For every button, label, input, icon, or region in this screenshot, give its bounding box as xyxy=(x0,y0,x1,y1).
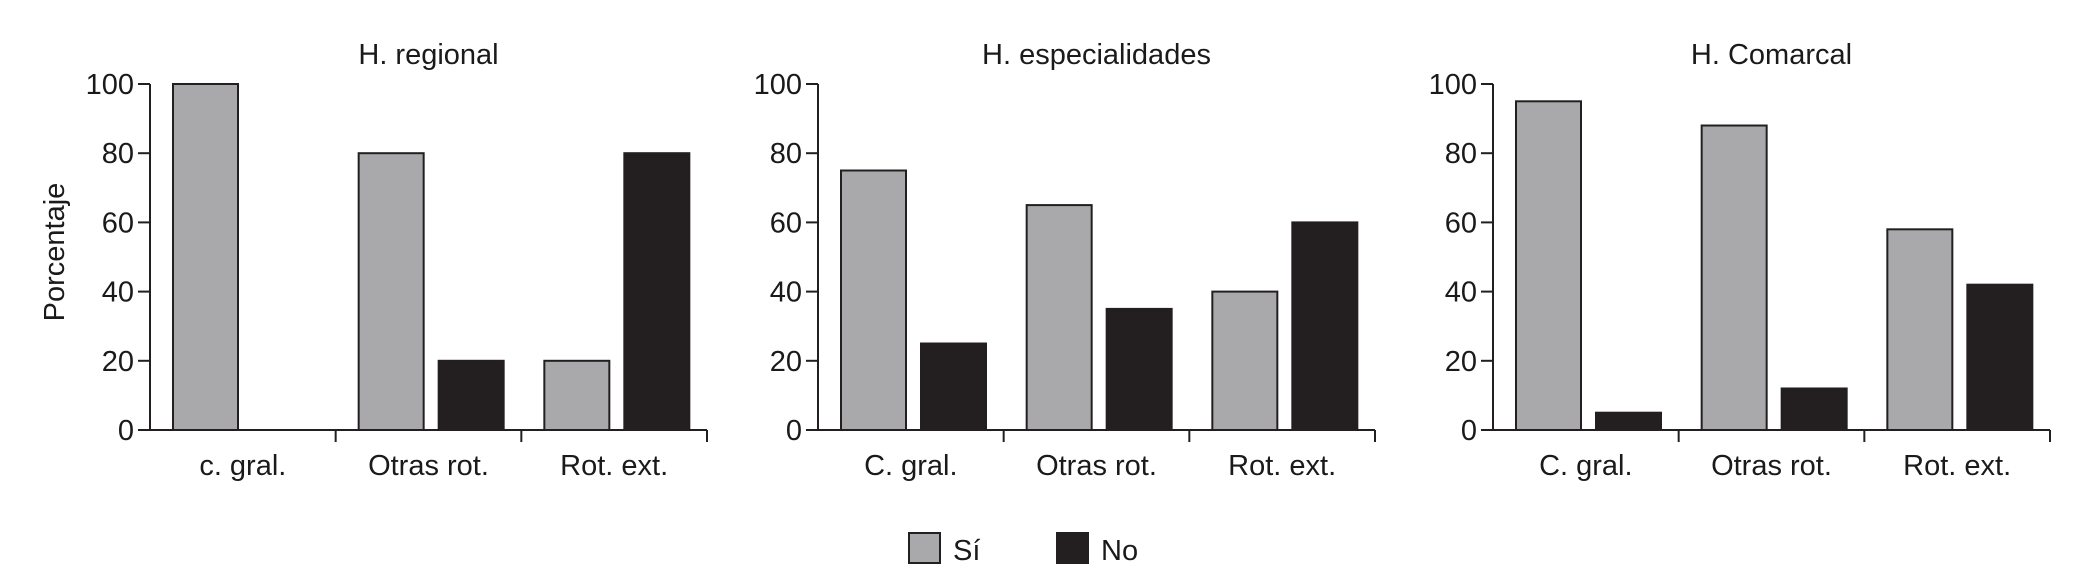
chart-panel-2: H. especialidades 0 20 40 60 80 100 C. gral. Otr… xyxy=(754,39,1376,482)
x-category-label: c. gral. xyxy=(199,450,286,482)
y-tick-label: 80 xyxy=(770,138,802,170)
bar-no-2 xyxy=(1105,307,1173,431)
bar-si-1 xyxy=(1515,100,1582,432)
legend-swatch-no xyxy=(1056,532,1089,564)
y-tick-label: 60 xyxy=(1445,207,1477,239)
chart-title: H. regional xyxy=(358,39,498,71)
bar-si-2 xyxy=(357,152,425,431)
y-tick-label: 100 xyxy=(754,69,802,101)
chart-panel-3: H. Comarcal 0 20 40 60 80 100 C. gral. Otras rot… xyxy=(1429,39,2051,482)
y-tick-label: 80 xyxy=(102,138,134,170)
legend-label-si: Sí xyxy=(953,535,980,567)
bar-si-2 xyxy=(1700,124,1768,432)
y-tick-label: 60 xyxy=(102,207,134,239)
y-axis-label: Porcentaje xyxy=(39,183,71,322)
bar-no-2 xyxy=(437,359,505,431)
y-tick-label: 20 xyxy=(102,346,134,378)
x-category-label: Rot. ext. xyxy=(1228,450,1336,482)
legend: Sí No xyxy=(908,532,1138,567)
bar-si-2 xyxy=(1025,204,1093,431)
y-tick-label: 40 xyxy=(770,277,802,309)
y-tick-label: 100 xyxy=(86,69,134,101)
bar-si-3 xyxy=(1886,228,1954,431)
y-tick-label: 40 xyxy=(1445,277,1477,309)
bar-si-1 xyxy=(840,169,907,431)
x-category-label: Otras rot. xyxy=(368,450,489,482)
bar-no-2 xyxy=(1780,387,1848,432)
x-category-label: C. gral. xyxy=(864,450,957,482)
y-tick-label: 80 xyxy=(1445,138,1477,170)
x-category-label: Rot. ext. xyxy=(1903,450,2011,482)
x-category-label: Otras rot. xyxy=(1711,450,1832,482)
bar-no-3 xyxy=(1966,283,2034,431)
y-tick-label: 100 xyxy=(1429,69,1477,101)
bar-no-1 xyxy=(920,342,987,431)
y-tick-label: 20 xyxy=(770,346,802,378)
y-tick-label: 0 xyxy=(118,415,134,447)
chart-panels: H. regional 0 20 40 60 80 100 c. gral. Otras rot… xyxy=(86,39,2051,482)
bar-no-3 xyxy=(623,152,691,431)
x-category-label: Rot. ext. xyxy=(560,450,668,482)
x-category-label: C. gral. xyxy=(1539,450,1632,482)
y-tick-label: 0 xyxy=(786,415,802,447)
bar-si-1 xyxy=(172,83,239,431)
legend-label-no: No xyxy=(1101,535,1138,567)
chart-panel-1: H. regional 0 20 40 60 80 100 c. gral. Otras rot… xyxy=(86,39,708,482)
y-tick-label: 40 xyxy=(102,277,134,309)
y-tick-label: 0 xyxy=(1461,415,1477,447)
bar-si-3 xyxy=(1211,290,1279,431)
y-tick-label: 20 xyxy=(1445,346,1477,378)
legend-swatch-si xyxy=(908,532,941,564)
chart-title: H. especialidades xyxy=(982,39,1211,71)
x-category-label: Otras rot. xyxy=(1036,450,1157,482)
chart-title: H. Comarcal xyxy=(1691,39,1852,71)
y-tick-label: 60 xyxy=(770,207,802,239)
bar-no-1 xyxy=(1595,411,1662,432)
bar-si-3 xyxy=(543,359,611,431)
bar-no-3 xyxy=(1291,221,1359,431)
